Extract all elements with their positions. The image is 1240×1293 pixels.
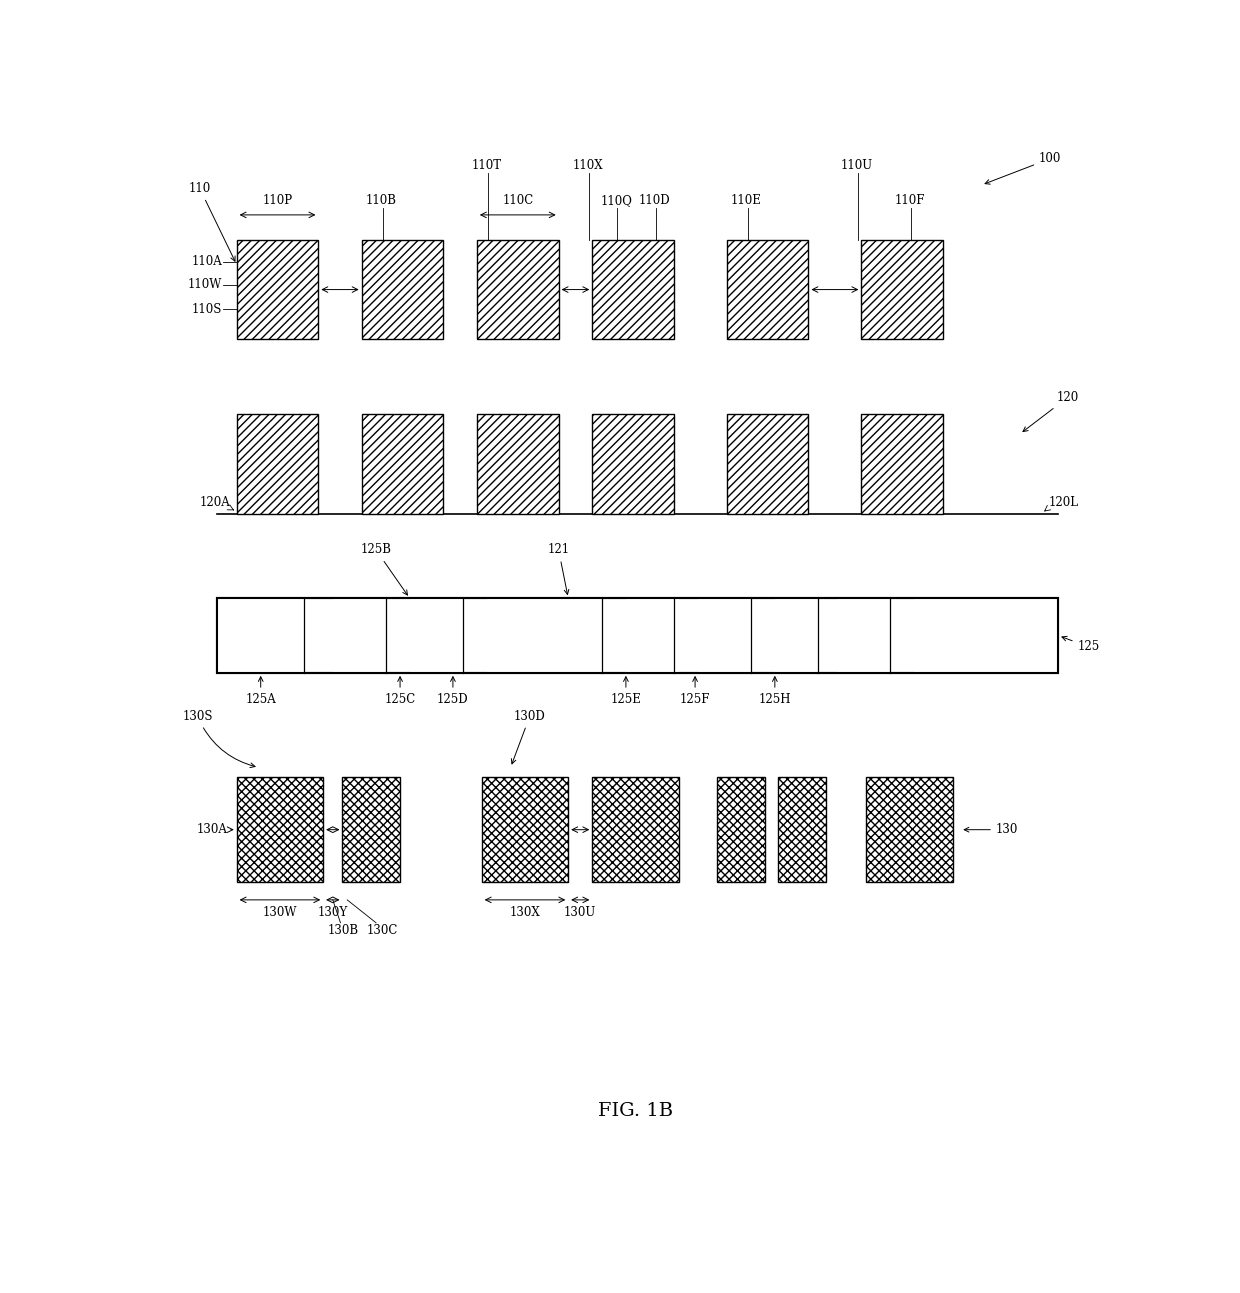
- Bar: [593, 777, 678, 882]
- Text: 125H: 125H: [759, 676, 791, 706]
- Text: 110W: 110W: [188, 278, 222, 291]
- Text: 130C: 130C: [367, 923, 398, 936]
- Text: 130D: 130D: [511, 710, 546, 764]
- Bar: [866, 777, 952, 882]
- Text: 110: 110: [188, 182, 236, 261]
- Bar: [342, 777, 401, 882]
- Text: 125F: 125F: [680, 676, 711, 706]
- Text: 130S: 130S: [182, 710, 255, 768]
- Text: 130U: 130U: [564, 906, 596, 919]
- Text: 110D: 110D: [639, 194, 671, 207]
- Bar: [698, 599, 750, 672]
- Bar: [914, 599, 1059, 672]
- Bar: [217, 599, 1058, 672]
- Text: 130: 130: [965, 824, 1018, 837]
- Text: 130A: 130A: [196, 824, 227, 837]
- Text: 130W: 130W: [263, 906, 298, 919]
- Text: 110U: 110U: [841, 159, 873, 172]
- Bar: [217, 599, 1058, 672]
- Bar: [237, 777, 324, 882]
- Bar: [593, 414, 675, 513]
- Bar: [409, 599, 463, 672]
- Bar: [362, 414, 444, 513]
- Bar: [477, 414, 558, 513]
- Bar: [332, 599, 386, 672]
- Bar: [217, 599, 304, 672]
- Bar: [727, 414, 808, 513]
- Bar: [862, 414, 942, 513]
- Text: 125B: 125B: [361, 543, 408, 595]
- Bar: [626, 599, 678, 672]
- Text: 110Q: 110Q: [600, 194, 632, 207]
- Text: 110T: 110T: [471, 159, 502, 172]
- Bar: [837, 599, 890, 672]
- Text: 125C: 125C: [384, 676, 415, 706]
- Text: 110S: 110S: [192, 303, 222, 315]
- Text: 125: 125: [1061, 636, 1100, 653]
- Text: 120A: 120A: [200, 495, 229, 508]
- Text: 125D: 125D: [436, 676, 469, 706]
- Bar: [727, 239, 808, 339]
- Text: 110A: 110A: [191, 255, 222, 268]
- Bar: [593, 239, 675, 339]
- Bar: [717, 777, 765, 882]
- Bar: [777, 777, 826, 882]
- Bar: [477, 239, 558, 339]
- Text: 130X: 130X: [510, 906, 541, 919]
- Text: 100: 100: [985, 153, 1061, 184]
- Text: 110E: 110E: [730, 194, 761, 207]
- Text: 110F: 110F: [894, 194, 925, 207]
- Text: 120L: 120L: [1049, 495, 1079, 508]
- Bar: [237, 239, 319, 339]
- Text: 110C: 110C: [502, 194, 533, 207]
- Text: 130Y: 130Y: [317, 906, 348, 919]
- Text: 130B: 130B: [327, 923, 360, 936]
- Text: 121: 121: [548, 543, 569, 595]
- Text: 125E: 125E: [610, 676, 641, 706]
- Text: 110P: 110P: [263, 194, 293, 207]
- Text: 125A: 125A: [246, 676, 277, 706]
- Text: FIG. 1B: FIG. 1B: [598, 1102, 673, 1120]
- Bar: [362, 239, 444, 339]
- Text: 110X: 110X: [572, 159, 603, 172]
- Text: 120: 120: [1023, 390, 1079, 432]
- Bar: [775, 599, 818, 672]
- Text: 110B: 110B: [366, 194, 397, 207]
- Bar: [486, 599, 601, 672]
- Bar: [862, 239, 942, 339]
- Bar: [481, 777, 568, 882]
- Bar: [237, 414, 319, 513]
